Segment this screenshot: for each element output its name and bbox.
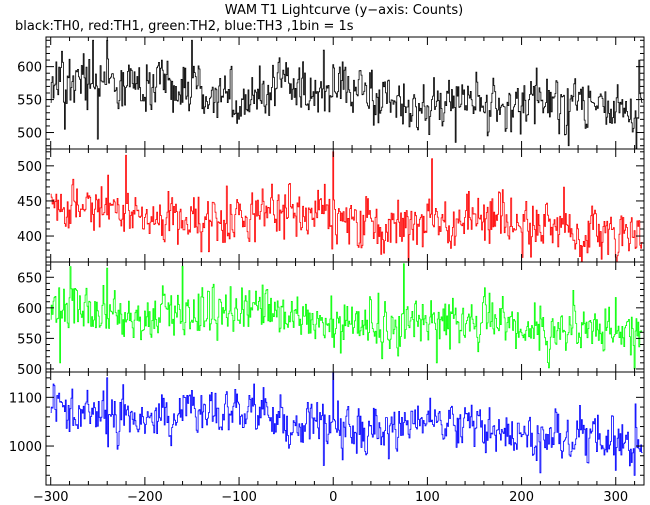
y-tick-label: 600 <box>17 302 42 317</box>
x-tick-label: 200 <box>509 490 534 505</box>
y-tick-label: 500 <box>17 127 42 142</box>
chart-title: WAM T1 Lightcurve (y−axis: Counts) <box>225 3 463 18</box>
series-line-th1 <box>50 151 643 262</box>
series-line-th2 <box>50 263 643 370</box>
x-tick-label: 0 <box>329 490 337 505</box>
series-line-th0 <box>50 39 643 149</box>
y-tick-label: 1100 <box>9 391 42 406</box>
y-tick-label: 500 <box>17 363 42 378</box>
series-line-th3 <box>50 372 643 476</box>
panel-frame <box>45 36 645 150</box>
chart-subtitle: black:TH0, red:TH1, green:TH2, blue:TH3 … <box>15 19 354 34</box>
panel-th3: 1000 1100 <box>9 371 645 486</box>
y-tick-label: 550 <box>17 94 42 109</box>
x-axis: −300 −200 −100 0 100 200 300 <box>33 490 628 505</box>
x-tick-label: −200 <box>127 490 163 505</box>
y-tick-label: 600 <box>17 61 42 76</box>
panel-th2: 500 550 600 650 <box>17 261 645 378</box>
y-tick-label: 650 <box>17 271 42 286</box>
y-tick-label: 550 <box>17 332 42 347</box>
panel-frame <box>45 371 645 486</box>
x-tick-label: −300 <box>33 490 69 505</box>
y-tick-label: 1000 <box>9 440 42 455</box>
panel-th0: 500 550 600 <box>17 36 645 150</box>
x-tick-label: 300 <box>603 490 628 505</box>
panel-th1: 400 450 500 <box>17 148 645 263</box>
panels: 500 550 600 400 450 500 500 550 600 650 1000 1100 <box>9 36 645 486</box>
x-tick-label: −100 <box>221 490 257 505</box>
y-tick-label: 500 <box>17 160 42 175</box>
x-tick-label: 100 <box>415 490 440 505</box>
y-tick-label: 400 <box>17 230 42 245</box>
y-tick-label: 450 <box>17 195 42 210</box>
